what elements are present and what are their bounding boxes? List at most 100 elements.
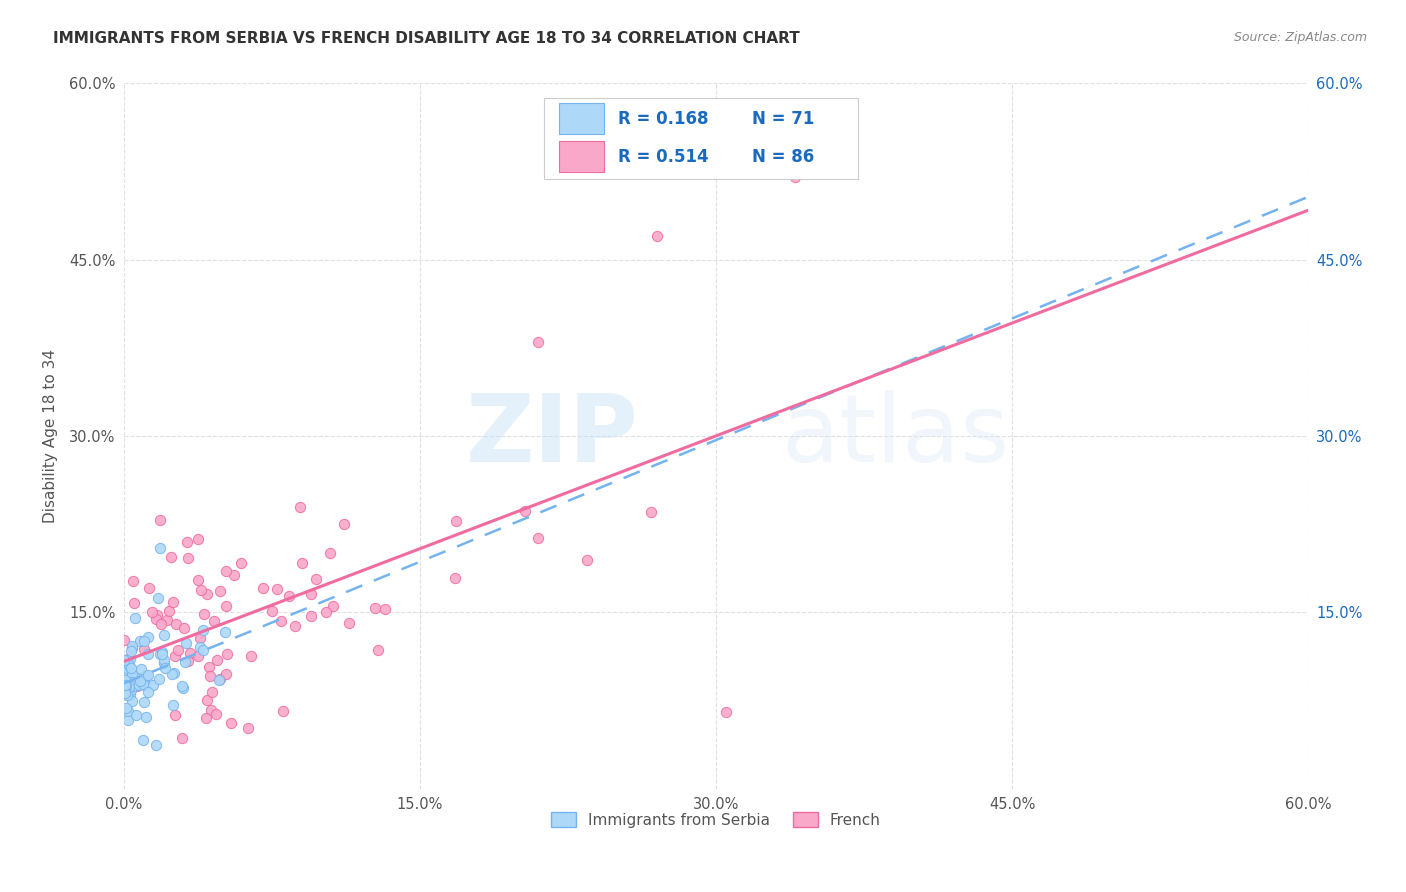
- Point: [299, 587, 322, 601]
- Point: [129, 634, 152, 648]
- Text: N = 71: N = 71: [752, 110, 814, 128]
- Point: [288, 500, 311, 515]
- Text: R = 0.514: R = 0.514: [617, 148, 709, 166]
- Point: [172, 681, 194, 696]
- Point: [444, 571, 467, 585]
- Point: [135, 710, 157, 724]
- Point: [176, 535, 198, 549]
- Bar: [558, 141, 603, 172]
- Point: [112, 653, 135, 667]
- Point: [132, 677, 155, 691]
- Point: [122, 679, 145, 693]
- Text: R = 0.168: R = 0.168: [617, 110, 709, 128]
- Point: [187, 574, 209, 588]
- Point: [162, 698, 184, 712]
- Point: [209, 584, 232, 599]
- Point: [149, 647, 172, 661]
- Point: [112, 679, 135, 693]
- Point: [138, 581, 160, 595]
- Point: [136, 630, 159, 644]
- Point: [148, 591, 170, 605]
- Point: [337, 615, 360, 630]
- Point: [153, 656, 176, 670]
- Point: [121, 641, 143, 656]
- Point: [145, 738, 167, 752]
- Point: [135, 669, 157, 683]
- Point: [128, 678, 150, 692]
- Point: [146, 608, 169, 623]
- Point: [513, 504, 536, 518]
- Point: [145, 612, 167, 626]
- Point: [115, 679, 138, 693]
- Point: [190, 640, 212, 655]
- Point: [115, 668, 138, 682]
- Point: [198, 669, 221, 683]
- Point: [132, 732, 155, 747]
- Point: [284, 619, 307, 633]
- Point: [127, 675, 149, 690]
- Point: [118, 688, 141, 702]
- Point: [187, 648, 209, 663]
- Point: [142, 677, 165, 691]
- Point: [117, 651, 139, 665]
- Point: [118, 652, 141, 666]
- Point: [783, 170, 806, 185]
- Point: [291, 556, 314, 570]
- Point: [165, 648, 187, 663]
- Point: [160, 549, 183, 564]
- Point: [125, 671, 148, 685]
- Point: [714, 705, 737, 719]
- Text: IMMIGRANTS FROM SERBIA VS FRENCH DISABILITY AGE 18 TO 34 CORRELATION CHART: IMMIGRANTS FROM SERBIA VS FRENCH DISABIL…: [53, 31, 800, 46]
- Point: [222, 568, 245, 582]
- Point: [173, 621, 195, 635]
- Text: atlas: atlas: [782, 390, 1010, 482]
- Point: [149, 513, 172, 527]
- Point: [195, 692, 218, 706]
- Point: [134, 695, 156, 709]
- Point: [187, 532, 209, 546]
- Point: [333, 517, 356, 532]
- Point: [170, 679, 193, 693]
- Point: [150, 647, 173, 661]
- Point: [205, 706, 228, 721]
- Point: [163, 666, 186, 681]
- Point: [202, 614, 225, 628]
- Point: [155, 661, 177, 675]
- Point: [115, 701, 138, 715]
- Text: ZIP: ZIP: [467, 390, 640, 482]
- Point: [252, 581, 274, 595]
- Point: [121, 694, 143, 708]
- Point: [120, 661, 142, 675]
- Point: [122, 574, 145, 588]
- Point: [195, 711, 218, 725]
- Text: Source: ZipAtlas.com: Source: ZipAtlas.com: [1233, 31, 1367, 45]
- Point: [239, 648, 262, 663]
- Point: [118, 657, 141, 672]
- Point: [640, 505, 662, 519]
- Legend: Immigrants from Serbia, French: Immigrants from Serbia, French: [546, 806, 887, 834]
- Point: [367, 643, 389, 657]
- Point: [136, 667, 159, 681]
- Point: [188, 631, 211, 645]
- Point: [115, 688, 138, 702]
- Point: [198, 659, 221, 673]
- Point: [117, 704, 139, 718]
- Point: [172, 731, 194, 745]
- Point: [215, 599, 238, 613]
- Point: [165, 616, 187, 631]
- Point: [120, 683, 142, 698]
- Point: [129, 662, 152, 676]
- Point: [121, 639, 143, 653]
- Point: [179, 646, 201, 660]
- Point: [645, 229, 668, 244]
- Point: [322, 599, 344, 614]
- Point: [118, 681, 141, 696]
- Point: [174, 636, 197, 650]
- Point: [127, 679, 149, 693]
- Point: [266, 582, 288, 597]
- Point: [121, 666, 143, 681]
- Point: [152, 652, 174, 666]
- Point: [157, 604, 180, 618]
- FancyBboxPatch shape: [544, 97, 858, 178]
- Point: [576, 553, 599, 567]
